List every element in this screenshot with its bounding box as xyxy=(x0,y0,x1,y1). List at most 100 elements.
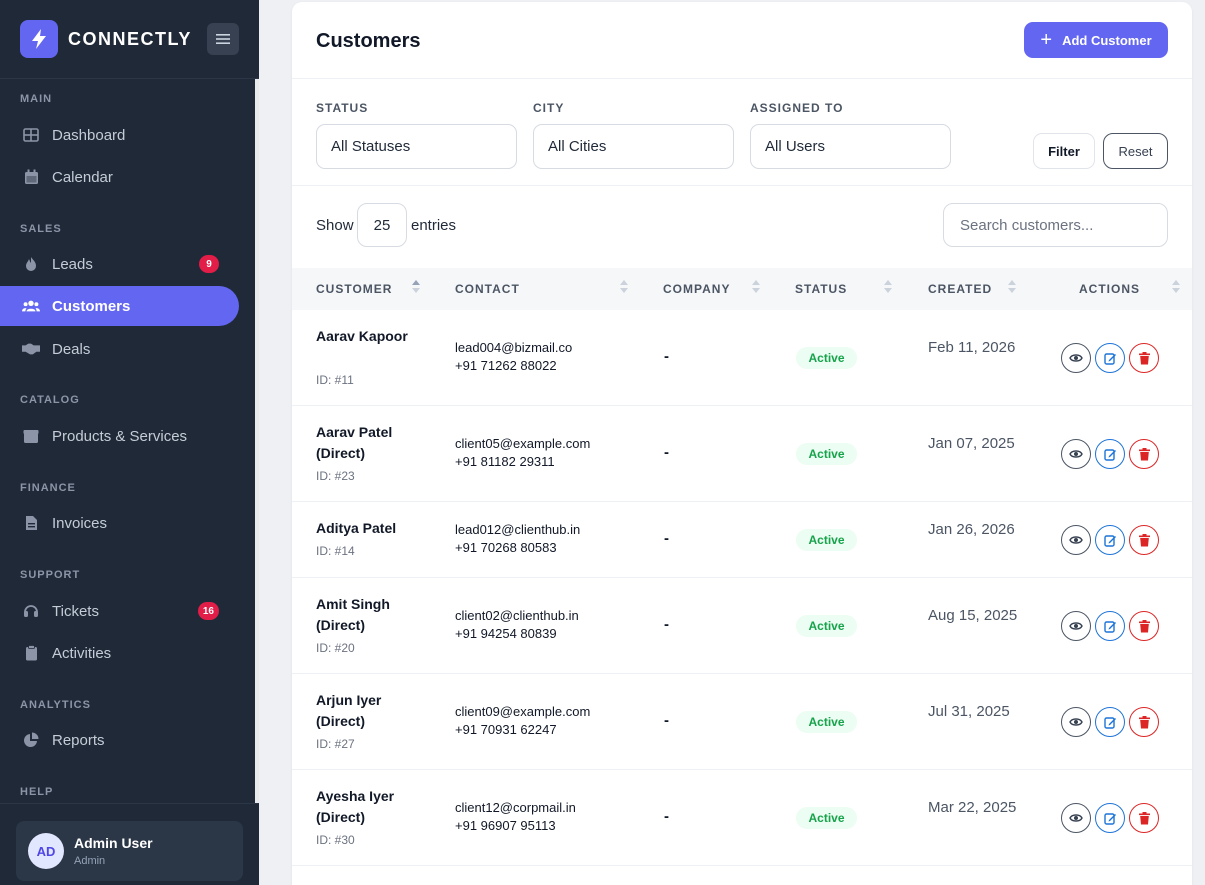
sidebar-item-label: Reports xyxy=(52,731,105,749)
delete-button[interactable] xyxy=(1129,611,1159,641)
customer-contact: lead012@clienthub.in +91 70268 80583 xyxy=(455,521,580,557)
row-actions xyxy=(1061,525,1159,555)
sort-icon[interactable] xyxy=(1008,280,1016,296)
edit-button[interactable] xyxy=(1095,525,1125,555)
sort-asc-icon[interactable] xyxy=(412,280,420,296)
created-date: Jan 07, 2025 xyxy=(928,435,1015,452)
customer-id: ID: #23 xyxy=(316,469,355,483)
city-filter-select[interactable]: All Cities xyxy=(533,124,734,169)
col-company[interactable]: COMPANY xyxy=(663,282,731,296)
view-button[interactable] xyxy=(1061,803,1091,833)
fire-icon xyxy=(22,255,40,273)
col-customer[interactable]: CUSTOMER xyxy=(316,282,393,296)
sidebar-item-label: Leads xyxy=(52,255,93,273)
add-customer-button[interactable]: + Add Customer xyxy=(1024,22,1168,58)
customer-email[interactable]: client02@clienthub.in xyxy=(455,608,579,623)
customer-email[interactable]: client05@example.com xyxy=(455,436,591,451)
table-row: Arjun Iyer (Direct) ID: #27 client09@exa… xyxy=(292,674,1192,770)
view-button[interactable] xyxy=(1061,343,1091,373)
entries-select[interactable]: 25 xyxy=(357,203,407,247)
row-actions xyxy=(1061,343,1159,373)
customers-card: Customers + Add Customer STATUS All Stat… xyxy=(292,2,1192,885)
eye-icon xyxy=(1069,536,1083,544)
sort-icon[interactable] xyxy=(884,280,892,296)
created-date: Feb 11, 2026 xyxy=(928,339,1016,356)
sidebar-scrollbar[interactable] xyxy=(255,79,259,803)
created-date: Mar 22, 2025 xyxy=(928,799,1017,816)
view-button[interactable] xyxy=(1061,707,1091,737)
trash-icon xyxy=(1138,351,1150,364)
search-input[interactable]: Search customers... xyxy=(943,203,1168,247)
customer-name[interactable]: Aditya Patel xyxy=(316,520,397,536)
customer-contact: client09@example.com +91 70931 62247 xyxy=(455,703,590,739)
edit-button[interactable] xyxy=(1095,803,1125,833)
customer-name[interactable]: Aarav Patel (Direct) xyxy=(316,424,393,461)
delete-button[interactable] xyxy=(1129,439,1159,469)
edit-button[interactable] xyxy=(1095,611,1125,641)
view-button[interactable] xyxy=(1061,439,1091,469)
customer-email[interactable]: lead012@clienthub.in xyxy=(455,522,581,537)
reset-button[interactable]: Reset xyxy=(1103,133,1168,169)
col-created[interactable]: CREATED xyxy=(928,282,993,296)
delete-button[interactable] xyxy=(1129,525,1159,555)
col-contact[interactable]: CONTACT xyxy=(455,282,520,296)
status-filter-select[interactable]: All Statuses xyxy=(316,124,517,169)
customer-email[interactable]: client12@corpmail.in xyxy=(455,800,576,815)
edit-button[interactable] xyxy=(1095,439,1125,469)
trash-icon xyxy=(1138,619,1150,632)
status-badge: Active xyxy=(796,711,857,733)
view-button[interactable] xyxy=(1061,611,1091,641)
assigned-filter-label: ASSIGNED TO xyxy=(750,101,844,115)
trash-icon xyxy=(1138,715,1150,728)
edit-button[interactable] xyxy=(1095,343,1125,373)
sidebar-item-reports[interactable]: Reports xyxy=(0,720,239,760)
sidebar-item-tickets[interactable]: Tickets 16 xyxy=(0,591,239,631)
sidebar-item-dashboard[interactable]: Dashboard xyxy=(0,115,239,155)
lightning-logo-icon xyxy=(20,20,58,58)
customer-name[interactable]: Aarav Kapoor xyxy=(316,328,408,344)
sidebar-item-leads[interactable]: Leads 9 xyxy=(0,244,239,284)
clipboard-icon xyxy=(22,644,40,662)
customer-id: ID: #20 xyxy=(316,641,355,655)
sidebar-item-invoices[interactable]: Invoices xyxy=(0,503,239,543)
customer-email[interactable]: lead004@bizmail.co xyxy=(455,340,573,355)
assigned-filter-select[interactable]: All Users xyxy=(750,124,951,169)
sidebar-item-deals[interactable]: Deals xyxy=(0,329,239,369)
trash-icon xyxy=(1138,447,1150,460)
sidebar-item-label: Dashboard xyxy=(52,126,126,144)
customer-name[interactable]: Amit Singh (Direct) xyxy=(316,596,390,633)
menu-toggle-icon[interactable] xyxy=(207,23,239,55)
delete-button[interactable] xyxy=(1129,343,1159,373)
customer-id: ID: #27 xyxy=(316,737,355,751)
section-label-main: MAIN xyxy=(20,93,53,105)
sidebar-item-calendar[interactable]: Calendar xyxy=(0,157,239,197)
sidebar-item-activities[interactable]: Activities xyxy=(0,633,239,673)
customer-id: ID: #30 xyxy=(316,833,355,847)
sort-icon[interactable] xyxy=(1172,280,1180,296)
eye-icon xyxy=(1069,622,1083,630)
filter-button[interactable]: Filter xyxy=(1033,133,1095,169)
sort-icon[interactable] xyxy=(752,280,760,296)
customer-contact: lead004@bizmail.co +91 71262 88022 xyxy=(455,339,572,375)
edit-button[interactable] xyxy=(1095,707,1125,737)
col-actions: ACTIONS xyxy=(1079,282,1140,296)
customer-email[interactable]: client09@example.com xyxy=(455,704,591,719)
delete-button[interactable] xyxy=(1129,707,1159,737)
eye-icon xyxy=(1069,354,1083,362)
sidebar-footer: AD Admin User Admin xyxy=(0,803,259,885)
section-label-finance: FINANCE xyxy=(20,482,76,494)
user-profile-card[interactable]: AD Admin User Admin xyxy=(16,821,243,881)
user-name: Admin User xyxy=(74,835,153,851)
eye-icon xyxy=(1069,814,1083,822)
col-status[interactable]: STATUS xyxy=(795,282,848,296)
sort-icon[interactable] xyxy=(620,280,628,296)
sidebar-item-products-services[interactable]: Products & Services xyxy=(0,416,239,456)
delete-button[interactable] xyxy=(1129,803,1159,833)
view-button[interactable] xyxy=(1061,525,1091,555)
edit-icon xyxy=(1103,534,1116,547)
city-filter-label: CITY xyxy=(533,101,565,115)
handshake-icon xyxy=(22,340,40,358)
customer-name[interactable]: Ayesha Iyer (Direct) xyxy=(316,788,395,825)
sidebar-item-customers[interactable]: Customers xyxy=(0,286,239,326)
customer-name[interactable]: Arjun Iyer (Direct) xyxy=(316,692,382,729)
